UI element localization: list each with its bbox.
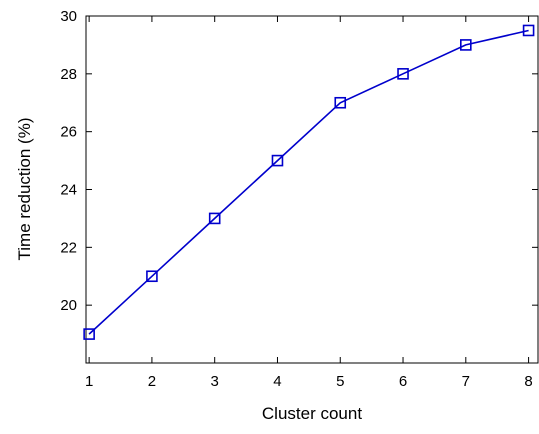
x-tick-label: 1 xyxy=(85,373,93,390)
x-tick-label: 7 xyxy=(462,373,470,390)
y-tick-label: 26 xyxy=(60,124,77,141)
data-point-marker xyxy=(460,39,472,51)
y-tick-label: 30 xyxy=(60,8,77,25)
data-point-marker xyxy=(208,212,221,225)
y-tick-label: 20 xyxy=(60,297,77,314)
series-line xyxy=(88,29,529,335)
data-point-marker xyxy=(271,154,284,167)
x-axis-label: Cluster count xyxy=(262,404,362,423)
y-tick-label: 22 xyxy=(60,239,77,256)
data-point-marker xyxy=(146,270,158,283)
plot-frame xyxy=(85,15,539,364)
x-tick-label: 2 xyxy=(148,373,156,390)
data-point-marker xyxy=(334,96,347,109)
x-tick-label: 3 xyxy=(211,373,219,390)
data-point-marker xyxy=(522,24,535,37)
x-tick-label: 5 xyxy=(336,373,344,390)
y-tick-label: 28 xyxy=(60,66,77,83)
data-point-marker xyxy=(83,328,95,340)
data-point-marker xyxy=(397,68,409,80)
y-tick-label: 24 xyxy=(60,182,77,199)
x-tick-label: 4 xyxy=(273,373,281,390)
x-tick-label: 8 xyxy=(524,373,532,390)
plot-area: 1 2 3 4 5 6 7 8 20 22 24 26 28 30 xyxy=(60,8,539,390)
y-axis-label: Time reduction (%) xyxy=(15,118,34,261)
x-tick-label: 6 xyxy=(399,373,407,390)
